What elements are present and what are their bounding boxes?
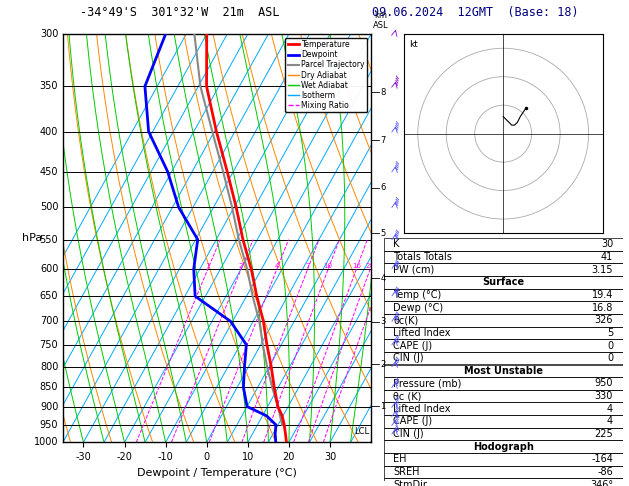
Text: Totals Totals: Totals Totals <box>393 252 452 262</box>
Text: 7: 7 <box>381 136 386 145</box>
Text: 350: 350 <box>40 81 58 91</box>
Text: 950: 950 <box>40 420 58 430</box>
Text: 550: 550 <box>40 235 58 244</box>
Text: 750: 750 <box>40 340 58 350</box>
Text: 326: 326 <box>594 315 613 325</box>
Text: 5: 5 <box>607 328 613 338</box>
Bar <box>384 415 623 428</box>
Text: StmDir: StmDir <box>393 480 427 486</box>
Bar <box>384 238 623 251</box>
Text: 2: 2 <box>239 263 243 269</box>
Text: 500: 500 <box>40 202 58 212</box>
Text: θᴄ(K): θᴄ(K) <box>393 315 418 325</box>
Bar <box>384 352 623 364</box>
Text: θᴄ (K): θᴄ (K) <box>393 391 421 401</box>
Text: 1: 1 <box>206 263 210 269</box>
Bar <box>384 314 623 327</box>
Text: 16: 16 <box>352 263 361 269</box>
Text: 346°: 346° <box>590 480 613 486</box>
Bar <box>384 428 623 440</box>
Text: 300: 300 <box>40 29 58 39</box>
Text: Pressure (mb): Pressure (mb) <box>393 379 462 388</box>
Text: 4: 4 <box>381 274 386 283</box>
Text: 850: 850 <box>40 382 58 392</box>
Text: kt: kt <box>409 40 418 49</box>
Bar <box>384 327 623 339</box>
Bar <box>384 453 623 466</box>
Text: 4: 4 <box>607 404 613 414</box>
Text: -164: -164 <box>591 454 613 464</box>
Text: Most Unstable: Most Unstable <box>464 366 543 376</box>
Text: 30: 30 <box>601 240 613 249</box>
Text: Dewp (°C): Dewp (°C) <box>393 303 443 312</box>
Text: km
ASL: km ASL <box>373 11 388 30</box>
Text: 41: 41 <box>601 252 613 262</box>
Text: CAPE (J): CAPE (J) <box>393 417 432 426</box>
Bar <box>384 263 623 276</box>
Text: CAPE (J): CAPE (J) <box>393 341 432 350</box>
Text: 16.8: 16.8 <box>592 303 613 312</box>
Bar <box>384 364 623 377</box>
Bar <box>384 276 623 289</box>
Text: 950: 950 <box>594 379 613 388</box>
Text: 4: 4 <box>275 263 279 269</box>
Bar <box>384 402 623 415</box>
Bar <box>384 339 623 352</box>
Text: 3: 3 <box>381 317 386 326</box>
X-axis label: Dewpoint / Temperature (°C): Dewpoint / Temperature (°C) <box>137 468 297 478</box>
Text: 900: 900 <box>40 401 58 412</box>
Legend: Temperature, Dewpoint, Parcel Trajectory, Dry Adiabat, Wet Adiabat, Isotherm, Mi: Temperature, Dewpoint, Parcel Trajectory… <box>286 38 367 112</box>
Text: SREH: SREH <box>393 467 420 477</box>
Text: LCL: LCL <box>355 427 370 436</box>
Text: Surface: Surface <box>482 278 524 287</box>
Text: 400: 400 <box>40 126 58 137</box>
Text: Lifted Index: Lifted Index <box>393 328 451 338</box>
Text: 8: 8 <box>381 87 386 97</box>
Text: 3.15: 3.15 <box>592 265 613 275</box>
Text: 10: 10 <box>324 263 333 269</box>
Bar <box>384 440 623 453</box>
Bar <box>384 251 623 263</box>
Bar <box>384 390 623 402</box>
Text: EH: EH <box>393 454 407 464</box>
Text: Lifted Index: Lifted Index <box>393 404 451 414</box>
Text: 600: 600 <box>40 264 58 274</box>
Text: 4: 4 <box>607 417 613 426</box>
Text: 1000: 1000 <box>34 437 58 447</box>
Text: 6: 6 <box>381 183 386 192</box>
Bar <box>384 301 623 314</box>
Bar <box>384 478 623 486</box>
Text: 09.06.2024  12GMT  (Base: 18): 09.06.2024 12GMT (Base: 18) <box>372 6 578 18</box>
Text: 700: 700 <box>40 316 58 326</box>
Text: 19.4: 19.4 <box>592 290 613 300</box>
Bar <box>384 377 623 390</box>
Text: 800: 800 <box>40 362 58 372</box>
Text: CIN (J): CIN (J) <box>393 353 424 363</box>
Text: 0: 0 <box>607 353 613 363</box>
Text: Hodograph: Hodograph <box>473 442 533 451</box>
Text: 330: 330 <box>595 391 613 401</box>
Text: 2: 2 <box>381 360 386 369</box>
Bar <box>384 466 623 478</box>
Text: -34°49'S  301°32'W  21m  ASL: -34°49'S 301°32'W 21m ASL <box>79 6 279 18</box>
Text: 7: 7 <box>306 263 310 269</box>
Text: PW (cm): PW (cm) <box>393 265 435 275</box>
Text: K: K <box>393 240 399 249</box>
Text: 225: 225 <box>594 429 613 439</box>
Text: 0: 0 <box>607 341 613 350</box>
Text: 450: 450 <box>40 167 58 176</box>
Text: hPa: hPa <box>22 233 42 243</box>
Text: 5: 5 <box>381 229 386 238</box>
Text: 650: 650 <box>40 291 58 301</box>
Text: -86: -86 <box>598 467 613 477</box>
Text: Temp (°C): Temp (°C) <box>393 290 442 300</box>
Text: CIN (J): CIN (J) <box>393 429 424 439</box>
Bar <box>384 289 623 301</box>
Text: 1: 1 <box>381 401 386 411</box>
Text: 20: 20 <box>366 263 375 269</box>
